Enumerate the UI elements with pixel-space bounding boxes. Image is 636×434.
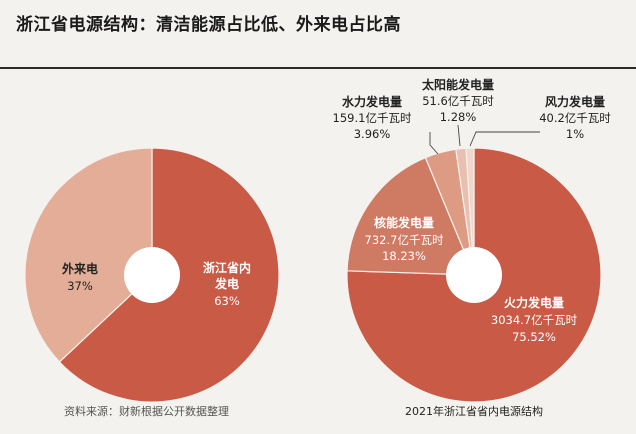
leader-line-wind: [469, 131, 540, 147]
title-divider: [0, 67, 636, 69]
leader-line-hydro: [429, 132, 439, 155]
label-solar-pct: 1.28%: [440, 110, 477, 124]
label-local-generation-line1: 浙江省内: [203, 260, 251, 275]
label-local-generation-line2: 发电: [214, 276, 239, 291]
label-thermal-pct: 75.52%: [512, 330, 556, 344]
label-solar-name: 太阳能发电量: [422, 77, 494, 92]
pie-slice-wind: [465, 147, 475, 276]
pie-slice-nuclear: [346, 156, 475, 276]
right-pie-center-hole: [446, 247, 502, 303]
label-wind-pct: 1%: [566, 127, 584, 141]
label-solar-value: 51.6亿千瓦时: [422, 94, 494, 108]
label-nuclear-pct: 18.23%: [382, 249, 426, 263]
right-chart-caption: 2021年浙江省省内电源结构: [405, 404, 543, 418]
label-thermal-value: 3034.7亿千瓦时: [491, 313, 578, 327]
label-hydro-value: 159.1亿千瓦时: [333, 111, 412, 125]
label-wind-name: 风力发电量: [545, 94, 605, 109]
leader-line-solar: [457, 124, 461, 147]
left-pie-center-hole: [124, 247, 180, 303]
label-external-power: 外来电: [62, 261, 98, 276]
label-thermal-name: 火力发电量: [504, 295, 564, 310]
label-wind-value: 40.2亿千瓦时: [539, 111, 611, 125]
label-external-power-pct: 37%: [67, 279, 93, 293]
label-local-generation-pct: 63%: [214, 294, 240, 308]
right-pie: [346, 147, 602, 403]
label-nuclear-name: 核能发电量: [374, 215, 434, 230]
pie-slice-external-power: [24, 147, 153, 363]
label-hydro-pct: 3.96%: [354, 127, 391, 141]
page-title: 浙江省电源结构：清洁能源占比低、外来电占比高: [16, 15, 401, 35]
label-hydro-name: 水力发电量: [342, 94, 402, 109]
label-nuclear-value: 732.7亿千瓦时: [365, 233, 444, 247]
left-pie: [24, 147, 280, 403]
source-note: 资料来源：财新根据公开数据整理: [64, 404, 229, 418]
